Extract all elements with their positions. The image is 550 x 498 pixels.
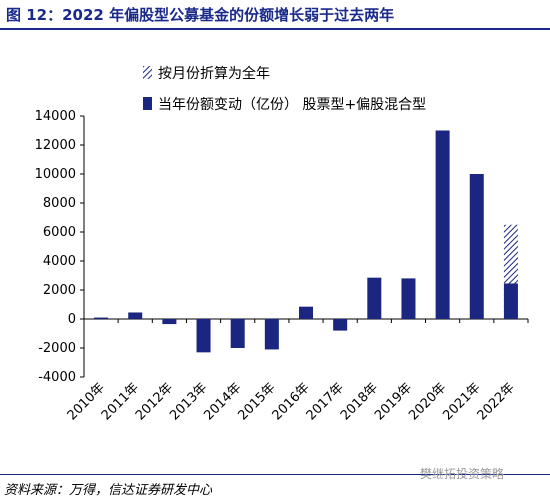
x-tick-label: 2021年 xyxy=(440,380,483,423)
x-tick-label: 2017年 xyxy=(304,380,347,423)
y-tick-label: 10000 xyxy=(35,167,76,182)
change-bar xyxy=(503,283,518,319)
y-tick-label: 12000 xyxy=(35,138,76,153)
change-bar xyxy=(128,312,143,319)
change-bar xyxy=(333,319,348,331)
x-tick-label: 2011年 xyxy=(99,380,142,423)
legend-label-change: 当年份额变动（亿份） 股票型+偏股混合型 xyxy=(158,97,426,113)
change-bar xyxy=(469,174,484,319)
change-bar xyxy=(196,319,211,353)
y-tick-label: 0 xyxy=(68,312,76,327)
chart-title: 图 12：2022 年偏股型公募基金的份额增长弱于过去两年 xyxy=(6,6,395,24)
x-tick-label: 2014年 xyxy=(201,380,244,423)
y-tick-label: 2000 xyxy=(43,283,76,298)
x-tick-label: 2012年 xyxy=(133,380,176,423)
change-bar xyxy=(264,319,279,350)
y-tick-label: 14000 xyxy=(35,109,76,124)
change-bar xyxy=(299,306,313,319)
x-tick-label: 2019年 xyxy=(372,380,415,423)
y-tick-label: -2000 xyxy=(38,341,76,356)
chart-bars xyxy=(94,130,518,353)
x-tick-label: 2013年 xyxy=(167,380,210,423)
change-bar xyxy=(162,319,177,325)
change-bar xyxy=(230,319,245,348)
change-bar xyxy=(94,317,109,319)
watermark-text: 樊继拓投资策略 xyxy=(420,467,505,481)
chart-axes: -4000 -2000 0 2000 4000 6000 8000 10000 12000 140… xyxy=(35,109,529,423)
x-tick-label: 2016年 xyxy=(270,380,313,423)
x-tick-label: 2010年 xyxy=(65,380,108,423)
y-tick-label: 6000 xyxy=(43,225,76,240)
legend-swatch-change xyxy=(143,97,152,110)
x-tick-label: 2022年 xyxy=(475,380,518,423)
x-tick-label: 2018年 xyxy=(338,380,381,423)
change-bar xyxy=(367,277,382,319)
x-tick-label: 2020年 xyxy=(406,380,449,423)
legend-label-annualized: 按月份折算为全年 xyxy=(158,65,270,82)
x-tick-label: 2015年 xyxy=(235,380,278,423)
y-tick-label: 8000 xyxy=(43,196,76,211)
title-divider xyxy=(0,28,550,30)
legend-swatch-annualized xyxy=(143,66,152,79)
source-note: 资料来源：万得，信达证券研发中心 xyxy=(4,483,213,498)
change-bar xyxy=(435,130,450,319)
source-divider xyxy=(0,474,550,475)
change-bar xyxy=(401,278,416,319)
y-tick-label: -4000 xyxy=(38,370,76,385)
y-tick-label: 4000 xyxy=(43,254,76,269)
